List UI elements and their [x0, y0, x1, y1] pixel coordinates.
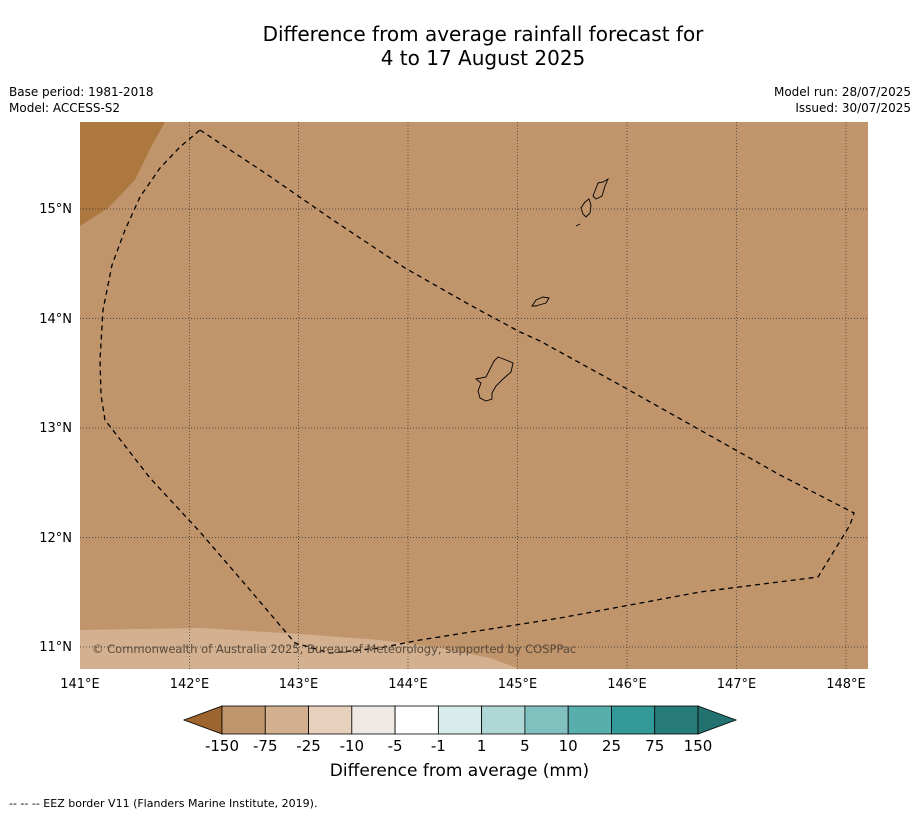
colorbar-tick-label: 10	[558, 737, 578, 755]
guam-island	[474, 356, 514, 402]
eez-border	[99, 129, 855, 654]
map-title: Difference from average rainfall forecas…	[0, 22, 919, 70]
title-line-2: 4 to 17 August 2025	[380, 46, 586, 70]
map-background	[80, 122, 868, 669]
colorbar-cell	[524, 705, 569, 735]
y-tick-14: 14°N	[39, 312, 72, 327]
gridlines	[80, 122, 868, 669]
colorbar-cell	[654, 705, 699, 735]
base-period: Base period: 1981-2018	[9, 85, 154, 99]
lighter-area	[80, 628, 520, 669]
x-tick-145: 145°E	[498, 677, 538, 692]
colorbar-tick-label: 5	[520, 737, 530, 755]
y-axis-ticks: 15°N 14°N 13°N 12°N 11°N	[39, 202, 72, 655]
saipan-island	[592, 177, 609, 200]
x-tick-146: 146°E	[607, 677, 647, 692]
y-tick-15: 15°N	[39, 202, 72, 217]
colorbar-cell	[351, 705, 396, 735]
colorbar-tick-label: -5	[387, 737, 403, 755]
title-line-1: Difference from average rainfall forecas…	[262, 22, 704, 46]
x-tick-144: 144°E	[388, 677, 428, 692]
colorbar-tick-label: -150	[204, 737, 240, 755]
x-axis-ticks: 141°E 142°E 143°E 144°E 145°E 146°E 147°…	[60, 677, 866, 692]
colorbar	[182, 705, 738, 735]
drier-area	[80, 122, 165, 226]
colorbar-cell	[221, 705, 266, 735]
colorbar-cell	[264, 705, 309, 735]
colorbar-tick-label: -1	[430, 737, 446, 755]
model-run: Model run: 28/07/2025	[773, 85, 911, 99]
colorbar-tick-label: -10	[339, 737, 365, 755]
meta-left: Base period: 1981-2018 Model: ACCESS-S2	[9, 84, 154, 116]
colorbar-cells	[221, 705, 699, 735]
x-tick-143: 143°E	[279, 677, 319, 692]
colorbar-tick-label: 25	[601, 737, 621, 755]
x-tick-148: 148°E	[826, 677, 866, 692]
colorbar-tick-label: -25	[296, 737, 321, 755]
eez-footnote: -- -- -- EEZ border V11 (Flanders Marine…	[9, 797, 318, 810]
tinian-island	[580, 198, 592, 218]
colorbar-under-arrow	[182, 705, 223, 735]
copyright-text: © Commonwealth of Australia 2025, Bureau…	[92, 642, 576, 656]
colorbar-over-arrow	[697, 705, 738, 735]
issued-date: Issued: 30/07/2025	[795, 101, 911, 115]
colorbar-cell	[611, 705, 656, 735]
x-tick-147: 147°E	[717, 677, 757, 692]
y-tick-13: 13°N	[39, 421, 72, 436]
islands	[474, 177, 609, 402]
meta-right: Model run: 28/07/2025 Issued: 30/07/2025	[774, 84, 911, 116]
aguijan-island	[575, 223, 581, 227]
colorbar-cell	[567, 705, 612, 735]
rota-island	[531, 296, 550, 307]
colorbar-tick-label: 150	[683, 737, 713, 755]
rainfall-map: 15°N 14°N 13°N 12°N 11°N 141°E 142°E 143…	[39, 122, 868, 692]
y-tick-11: 11°N	[39, 640, 72, 655]
y-tick-12: 12°N	[39, 531, 72, 546]
colorbar-cell	[308, 705, 353, 735]
colorbar-tick-label: 75	[645, 737, 665, 755]
x-tick-141: 141°E	[60, 677, 100, 692]
x-tick-142: 142°E	[170, 677, 210, 692]
model-name: Model: ACCESS-S2	[9, 101, 121, 115]
colorbar-cell	[394, 705, 439, 735]
colorbar-cell	[437, 705, 483, 735]
colorbar-cell	[481, 705, 526, 735]
colorbar-tick-label: 1	[476, 737, 487, 755]
colorbar-title: Difference from average (mm)	[329, 761, 590, 781]
colorbar-tick-label: -75	[253, 737, 278, 755]
